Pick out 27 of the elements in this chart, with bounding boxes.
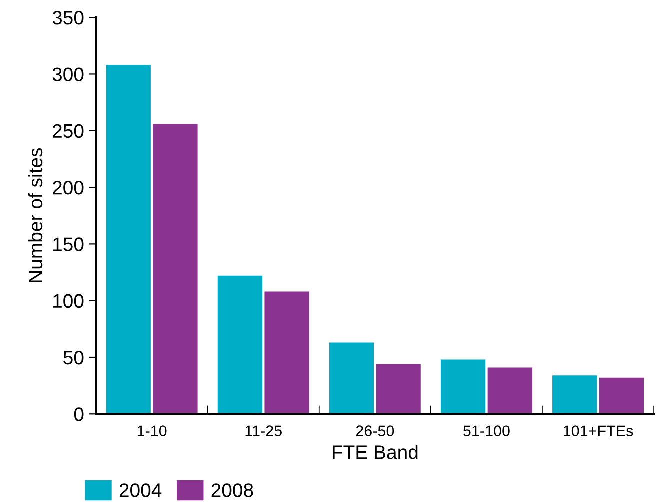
y-tick-label: 0 <box>74 408 84 422</box>
y-tick-label: 50 <box>64 350 84 365</box>
x-axis-title: FTE Band <box>332 445 418 460</box>
bar <box>440 360 486 414</box>
y-tick-label: 200 <box>53 181 84 195</box>
y-tick-label: 350 <box>52 11 84 25</box>
x-tick-label: 51-100 <box>464 426 510 436</box>
x-tick-label: 1-10 <box>138 426 167 436</box>
bar <box>488 368 532 414</box>
x-tick-label: 11-25 <box>246 426 282 436</box>
x-tick-label: 26-50 <box>356 426 394 436</box>
y-tick-label: 150 <box>54 238 84 252</box>
bar <box>329 342 374 414</box>
bar <box>106 65 151 414</box>
legend-label: 2008 <box>212 484 254 498</box>
x-tick-label: 101+FTEs <box>564 426 634 436</box>
bar <box>153 124 198 414</box>
bar <box>376 364 421 414</box>
bar <box>552 376 598 414</box>
bar <box>599 378 644 414</box>
legend-label: 2004 <box>120 484 162 498</box>
bar <box>264 292 310 414</box>
y-tick-label: 250 <box>53 124 84 138</box>
y-tick-label: 100 <box>54 294 84 308</box>
y-tick-label: 300 <box>52 68 84 82</box>
bar <box>218 276 262 414</box>
y-axis-title: Number of sites <box>28 148 43 282</box>
